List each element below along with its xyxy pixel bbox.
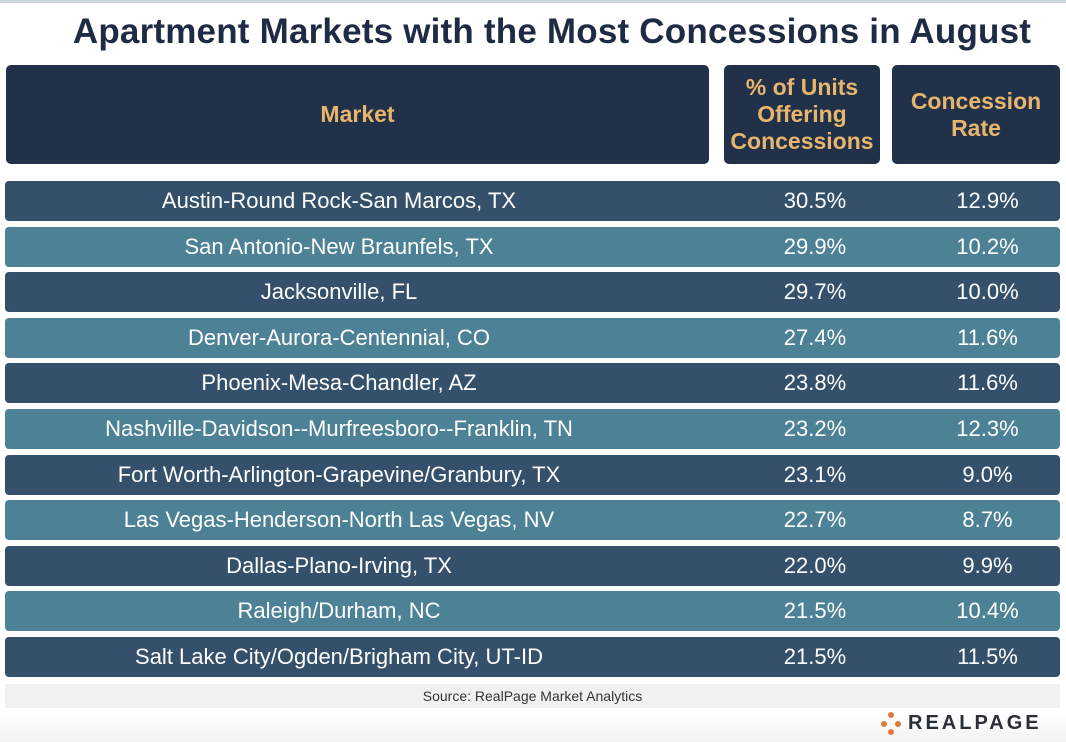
- concession-rate-cell: 10.4%: [956, 598, 1019, 623]
- realpage-logo: REALPAGE: [880, 709, 1042, 737]
- pct-units-cell: 27.4%: [783, 325, 847, 350]
- top-rule: [0, 0, 1066, 3]
- concession-rate-cell: 11.6%: [957, 370, 1018, 395]
- pct-units-cell: 30.5%: [783, 188, 847, 213]
- pct-units-cell: 22.0%: [783, 553, 847, 578]
- realpage-dots-icon: [881, 712, 901, 735]
- table-row: Austin-Round Rock-San Marcos, TX 30.5% 12.…: [5, 181, 1060, 221]
- pct-units-cell: 21.5%: [783, 644, 847, 669]
- column-header-concession-rate: Concession Rate: [892, 65, 1060, 164]
- table-row: Denver-Aurora-Centennial, CO 27.4% 11.6%: [5, 318, 1060, 358]
- realpage-logo-text: REALPAGE: [908, 711, 1042, 734]
- market-cell: San Antonio-New Braunfels, TX: [184, 234, 494, 259]
- column-header-market-label: Market: [320, 101, 395, 127]
- table-row: Fort Worth-Arlington-Grapevine/Granbury,…: [5, 455, 1060, 495]
- market-cell: Austin-Round Rock-San Marcos, TX: [161, 188, 517, 213]
- market-cell: Phoenix-Mesa-Chandler, AZ: [201, 370, 477, 395]
- pct-units-cell: 29.9%: [783, 234, 847, 259]
- table-row: Phoenix-Mesa-Chandler, AZ 23.8% 11.6%: [5, 363, 1060, 403]
- column-header-market: Market: [6, 65, 709, 164]
- concession-rate-cell: 9.9%: [962, 553, 1013, 578]
- market-cell: Las Vegas-Henderson-North Las Vegas, NV: [123, 507, 555, 532]
- column-header-pct-units: % of Units Offering Concessions: [724, 65, 880, 164]
- pct-units-cell: 29.7%: [783, 279, 847, 304]
- concession-rate-cell: 9.0%: [962, 462, 1013, 487]
- market-cell: Nashville-Davidson--Murfreesboro--Frankl…: [105, 416, 573, 441]
- chart-title: Apartment Markets with the Most Concessi…: [72, 12, 1032, 51]
- pct-units-cell: 23.8%: [783, 370, 847, 395]
- source-note: Source: RealPage Market Analytics: [5, 684, 1060, 708]
- market-cell: Raleigh/Durham, NC: [237, 598, 441, 623]
- concession-rate-cell: 10.0%: [956, 279, 1019, 304]
- table-row: San Antonio-New Braunfels, TX 29.9% 10.2%: [5, 227, 1060, 267]
- table-row: Nashville-Davidson--Murfreesboro--Frankl…: [5, 409, 1060, 449]
- market-cell: Salt Lake City/Ogden/Brigham City, UT-ID: [135, 644, 543, 669]
- market-cell: Denver-Aurora-Centennial, CO: [187, 325, 491, 350]
- concession-rate-cell: 11.5%: [957, 644, 1018, 669]
- concession-rate-cell: 11.6%: [957, 325, 1018, 350]
- concession-rate-cell: 12.9%: [956, 188, 1019, 213]
- pct-units-cell: 21.5%: [783, 598, 847, 623]
- table-row: Raleigh/Durham, NC 21.5% 10.4%: [5, 591, 1060, 631]
- pct-units-cell: 22.7%: [783, 507, 847, 532]
- market-cell: Dallas-Plano-Irving, TX: [226, 553, 452, 578]
- pct-units-cell: 23.1%: [783, 462, 847, 487]
- market-cell: Jacksonville, FL: [260, 279, 418, 304]
- market-cell: Fort Worth-Arlington-Grapevine/Granbury,…: [117, 462, 561, 487]
- table-row: Las Vegas-Henderson-North Las Vegas, NV 2…: [5, 500, 1060, 540]
- pct-units-cell: 23.2%: [783, 416, 847, 441]
- concession-rate-cell: 8.7%: [962, 507, 1013, 532]
- column-header-pct-units-label: % of Units Offering Concessions: [730, 74, 874, 154]
- concession-rate-cell: 12.3%: [956, 416, 1019, 441]
- table-row: Dallas-Plano-Irving, TX 22.0% 9.9%: [5, 546, 1060, 586]
- table-row: Jacksonville, FL 29.7% 10.0%: [5, 272, 1060, 312]
- table-row: Salt Lake City/Ogden/Brigham City, UT-ID…: [5, 637, 1060, 677]
- column-header-concession-rate-label: Concession Rate: [910, 87, 1042, 141]
- concession-rate-cell: 10.2%: [956, 234, 1019, 259]
